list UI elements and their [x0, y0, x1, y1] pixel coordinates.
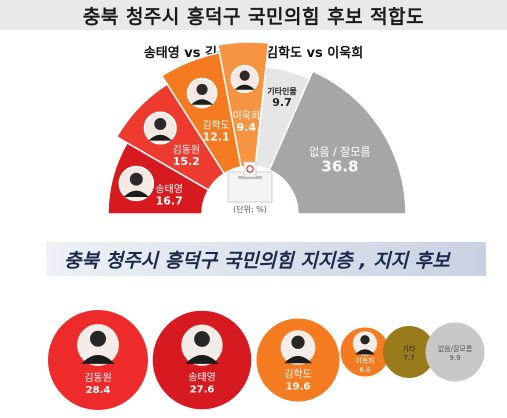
unit-label: (단위: %) [233, 204, 267, 214]
slice-value-2: 12.1 [203, 130, 230, 143]
bubble-value-2: 19.6 [286, 381, 311, 392]
bubble-head-0 [90, 330, 106, 347]
bubble-4 [382, 325, 436, 379]
slice-value-0: 16.7 [156, 194, 183, 207]
bubble-body-0 [81, 354, 115, 364]
candidate-head-3 [239, 70, 250, 81]
bubble-body-1 [185, 355, 219, 364]
bubble-label-0: 김동원 [84, 372, 112, 384]
slice-value-4: 9.7 [272, 96, 292, 109]
candidate-body-2 [191, 99, 214, 105]
slice-label-4: 기타인물 [267, 86, 297, 96]
candidate-body-3 [234, 84, 255, 90]
candidate-head-1 [154, 118, 167, 131]
slice-label-5: 없음 / 잘모름 [309, 145, 370, 158]
bubble-label-4: 기타 [403, 344, 416, 353]
bubble-value-5: 9.9 [449, 354, 460, 362]
candidate-head-2 [196, 83, 208, 95]
slice-label-1: 김동원 [172, 144, 200, 156]
bubble-body-3 [355, 349, 375, 355]
bubble-value-4: 7.7 [403, 354, 414, 362]
bubble-value-3: 6.8 [359, 366, 370, 374]
slice-value-3: 9.4 [237, 121, 257, 134]
bubble-value-0: 28.4 [86, 385, 111, 396]
section2-title: 충북 청주시 흥덕구 국민의힘 지지층 , 지지 후보 [64, 250, 450, 272]
section2-banner: 충북 청주시 흥덕구 국민의힘 지지층 , 지지 후보 [46, 242, 486, 276]
slice-5 [268, 70, 407, 215]
slice-label-3: 이욱희 [232, 110, 260, 122]
bubble-5 [425, 322, 485, 382]
bubble-label-5: 없음/잘모름 [438, 345, 473, 353]
ballot-box-icon [227, 161, 273, 203]
slice-label-0: 송태영 [155, 183, 183, 195]
slice-label-2: 김학도 [202, 119, 230, 131]
bubble-value-1: 27.6 [190, 385, 215, 396]
bubble-head-2 [291, 335, 305, 349]
slice-value-5: 36.8 [321, 157, 358, 175]
bubble-label-2: 김학도 [284, 368, 312, 380]
bubble-label-3: 이욱희 [355, 356, 374, 365]
bubble-head-3 [360, 335, 370, 345]
bubble-head-1 [194, 331, 210, 347]
title-bar: 충북 청주시 흥덕구 국민의힘 후보 적합도 [0, 0, 507, 30]
slice-value-1: 15.2 [173, 155, 200, 168]
bubble-body-2 [284, 355, 312, 364]
candidate-head-0 [129, 172, 143, 186]
candidate-body-1 [148, 134, 173, 141]
page-title: 충북 청주시 흥덕구 국민의힘 후보 적합도 [82, 5, 425, 28]
candidate-body-0 [123, 190, 150, 198]
bubble-label-1: 송태영 [188, 372, 216, 384]
